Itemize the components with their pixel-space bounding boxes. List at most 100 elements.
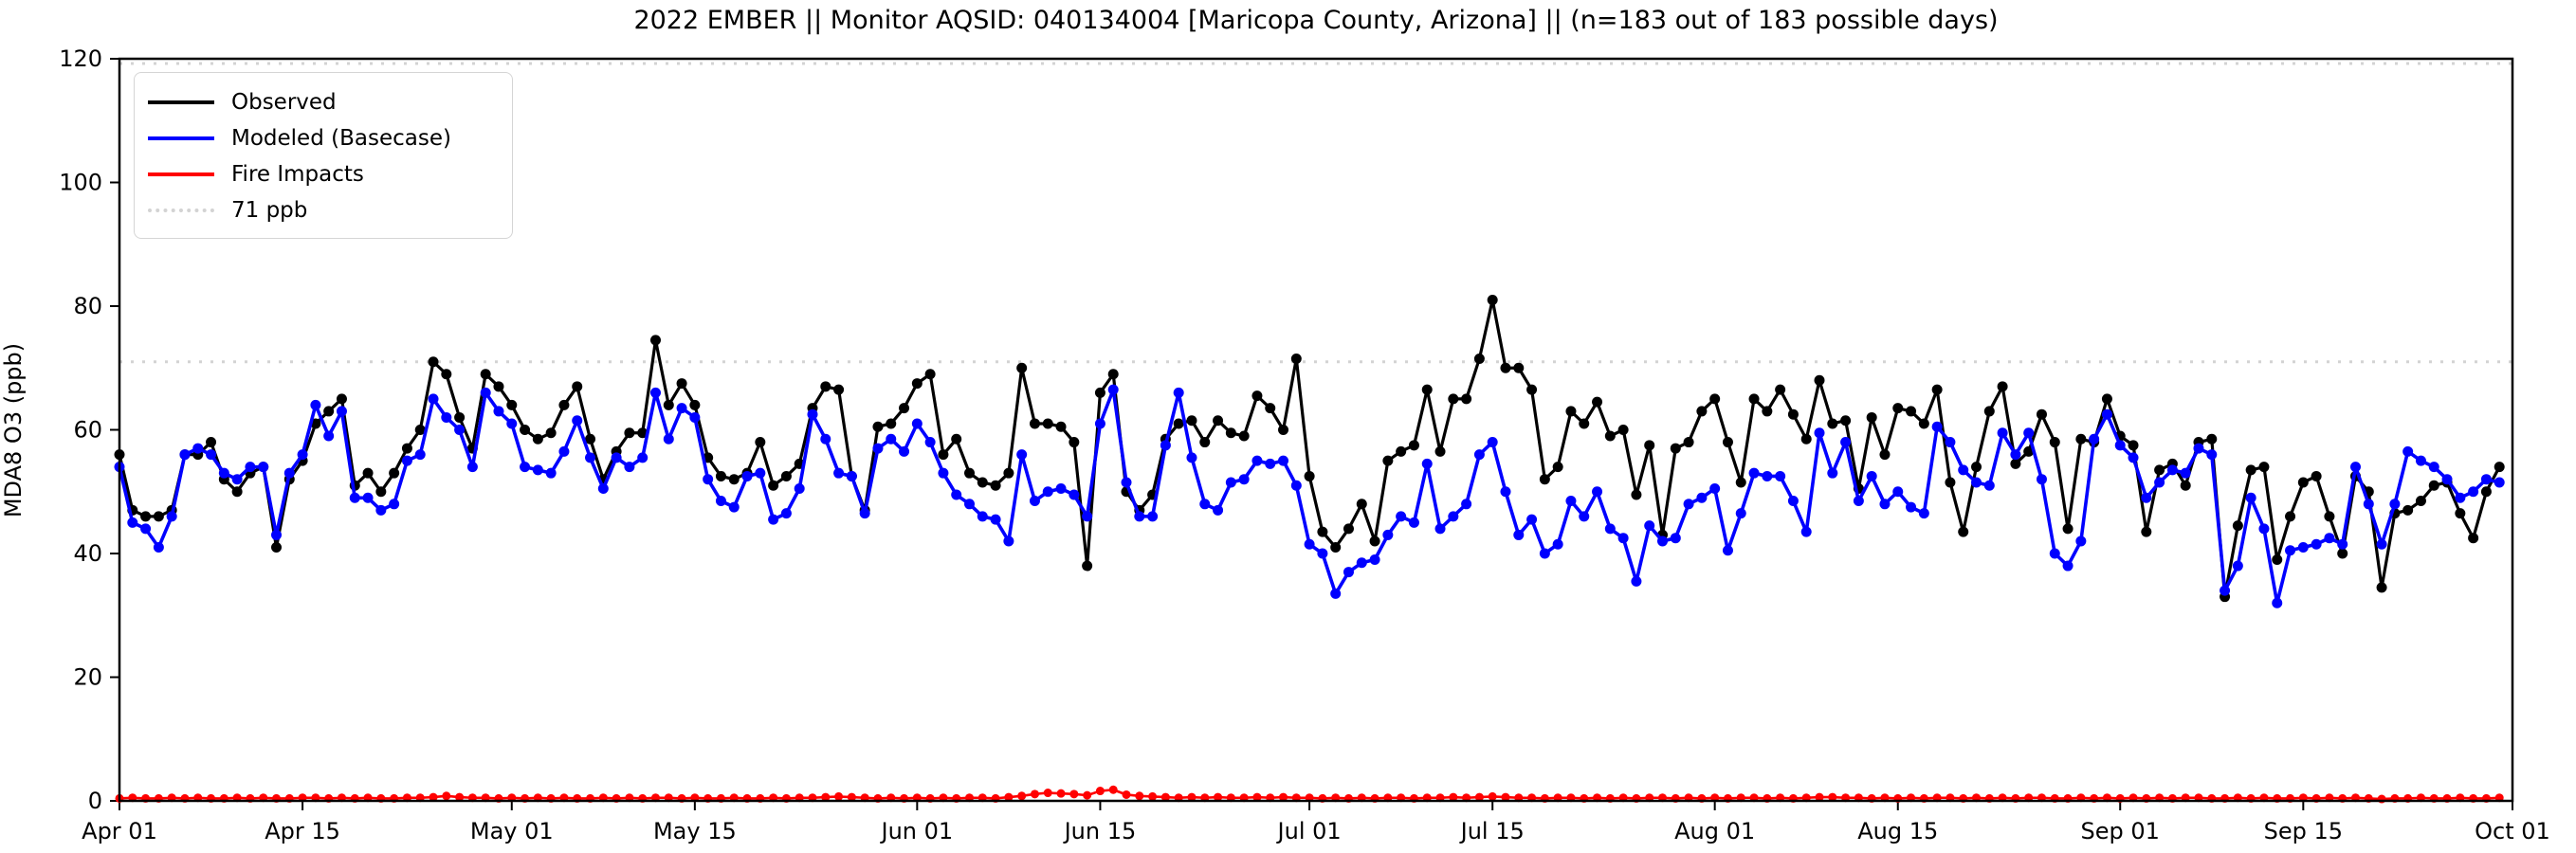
modeled-basecase-marker — [192, 443, 204, 454]
observed-marker — [1579, 418, 1590, 429]
fire-impacts-marker — [1187, 792, 1197, 802]
y-tick-label: 120 — [59, 45, 102, 72]
observed-marker — [2258, 462, 2270, 473]
modeled-basecase-marker — [1513, 529, 1525, 540]
modeled-basecase-marker — [1526, 514, 1538, 525]
chart-title: 2022 EMBER || Monitor AQSID: 040134004 [… — [633, 6, 1999, 35]
fire-impacts-marker — [1056, 789, 1066, 798]
observed-marker — [2402, 504, 2414, 516]
observed-marker — [1631, 489, 1642, 500]
modeled-basecase-marker — [1369, 554, 1380, 566]
fire-impacts-marker — [455, 792, 465, 802]
modeled-basecase-marker — [1997, 427, 2008, 439]
fire-impacts-marker — [1828, 792, 1837, 802]
observed-marker — [1696, 406, 1708, 417]
observed-marker — [558, 399, 570, 410]
observed-marker — [2494, 462, 2505, 473]
modeled-basecase-marker — [1278, 455, 1289, 466]
modeled-basecase-marker — [1565, 496, 1577, 507]
fire-impacts-marker — [1004, 792, 1014, 802]
observed-marker — [1029, 418, 1040, 429]
observed-marker — [1827, 418, 1838, 429]
modeled-basecase-marker — [2363, 499, 2374, 510]
observed-marker — [1238, 430, 1250, 442]
observed-marker — [1709, 393, 1721, 405]
modeled-basecase-marker — [2349, 462, 2361, 473]
modeled-basecase-marker — [179, 449, 191, 461]
observed-marker — [1225, 427, 1236, 439]
observed-marker — [1892, 403, 1904, 414]
modeled-basecase-marker — [1225, 477, 1236, 488]
modeled-basecase-marker — [1775, 470, 1786, 481]
observed-marker — [545, 427, 557, 439]
observed-marker — [336, 393, 347, 405]
modeled-basecase-marker — [558, 445, 570, 457]
legend-item-modeled: Modeled (Basecase) — [148, 120, 451, 156]
legend-item-threshold: 71 ppb — [148, 192, 307, 228]
modeled-basecase-marker — [2389, 499, 2401, 510]
observed-marker — [649, 335, 661, 346]
observed-marker — [1604, 430, 1616, 442]
modeled-basecase-marker — [441, 411, 452, 423]
observed-marker — [833, 384, 845, 395]
observed-marker — [414, 425, 426, 435]
modeled-basecase-marker — [820, 433, 831, 445]
observed-marker — [728, 474, 740, 485]
modeled-basecase-marker — [283, 467, 295, 479]
modeled-basecase-marker — [2455, 492, 2466, 503]
modeled-basecase-marker — [336, 406, 347, 417]
observed-marker — [1762, 406, 1773, 417]
modeled-basecase-marker — [1617, 533, 1629, 544]
threshold-line-swatch — [148, 209, 214, 212]
modeled-basecase-marker — [127, 517, 138, 528]
observed-marker — [951, 433, 962, 445]
modeled-basecase-marker — [323, 430, 335, 442]
observed-marker — [1617, 425, 1629, 435]
modeled-basecase-marker — [414, 449, 426, 461]
observed-marker — [689, 399, 701, 410]
modeled-basecase-marker — [1644, 520, 1655, 532]
fire-impacts-marker — [1252, 792, 1262, 802]
modeled-basecase-marker — [1382, 529, 1394, 540]
modeled-basecase-marker — [1579, 511, 1590, 522]
modeled-basecase-marker — [1683, 499, 1694, 510]
observed-marker — [1382, 455, 1394, 466]
modeled-basecase-marker — [1762, 470, 1773, 481]
modeled-basecase-marker — [1592, 486, 1603, 498]
observed-marker — [401, 443, 412, 454]
observed-marker — [153, 511, 164, 522]
x-tick-label: May 15 — [653, 818, 737, 844]
modeled-basecase-marker — [990, 514, 1001, 525]
legend-item-fire-impacts: Fire Impacts — [148, 156, 364, 192]
modeled-basecase-marker — [1709, 482, 1721, 494]
x-tick-label: Aug 01 — [1674, 818, 1755, 844]
modeled-basecase-marker — [2036, 474, 2047, 485]
modeled-basecase-marker — [911, 418, 923, 429]
modeled-basecase-marker — [389, 499, 400, 510]
modeled-basecase-marker — [2494, 477, 2505, 488]
modeled-basecase-marker — [624, 462, 635, 473]
modeled-basecase-marker — [454, 425, 466, 435]
observed-marker — [1330, 541, 1342, 553]
observed-marker — [2154, 464, 2165, 476]
y-tick-label: 100 — [59, 170, 102, 196]
observed-marker — [362, 467, 374, 479]
observed-marker — [2075, 433, 2087, 445]
observed-marker — [1644, 440, 1655, 451]
modeled-basecase-marker — [1265, 458, 1276, 469]
observed-marker — [1918, 418, 1929, 429]
observed-marker — [572, 381, 583, 392]
observed-marker — [755, 437, 766, 448]
modeled-basecase-marker — [1448, 511, 1459, 522]
observed-marker — [2415, 496, 2426, 507]
modeled-basecase-marker — [1343, 567, 1354, 578]
observed-marker — [1931, 384, 1943, 395]
modeled-basecase-marker — [271, 529, 283, 540]
observed-marker — [1539, 474, 1550, 485]
observed-marker — [1251, 390, 1263, 402]
modeled-basecase-marker — [1147, 511, 1159, 522]
observed-marker — [2206, 433, 2218, 445]
observed-marker — [585, 433, 596, 445]
modeled-basecase-marker — [2010, 449, 2021, 461]
